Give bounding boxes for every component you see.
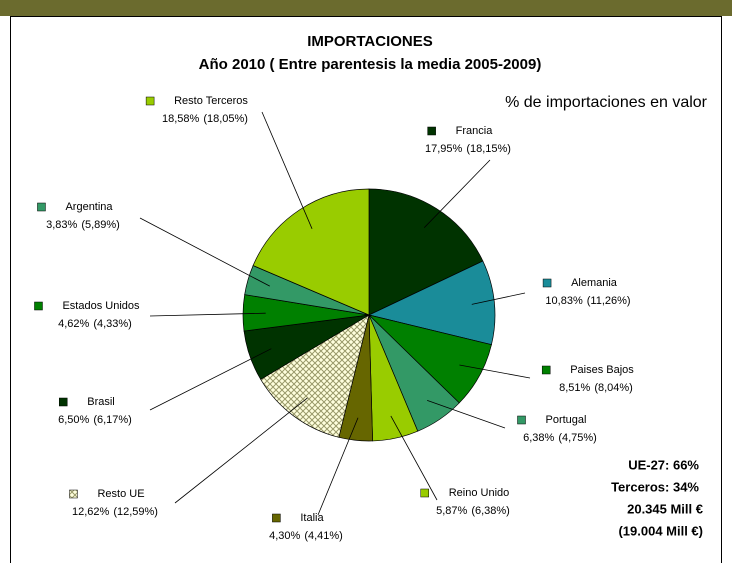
legend-label: Resto UE [97, 488, 144, 500]
annotation: UE-27: 66% [628, 457, 699, 472]
legend-swatch [69, 489, 78, 499]
top-band [0, 0, 732, 16]
value-label: 6,38% [523, 432, 554, 444]
average-label: (18,15%) [466, 143, 511, 155]
value-label: 4,62% [58, 318, 89, 330]
value-label: 4,30% [269, 530, 300, 542]
legend-label: Alemania [571, 277, 618, 289]
average-label: (8,04%) [594, 382, 633, 394]
legend-label: Francia [456, 125, 494, 137]
legend-swatch [517, 415, 526, 425]
leader-line [139, 217, 270, 287]
annotation: % de importaciones en valor [505, 94, 708, 111]
average-label: (4,41%) [304, 530, 343, 542]
average-label: (6,38%) [471, 505, 510, 517]
legend-label: Brasil [87, 396, 115, 408]
value-label: 12,62% [72, 506, 110, 518]
legend-swatch [37, 202, 46, 212]
legend-swatch [272, 513, 281, 523]
chart-title: IMPORTACIONES [307, 33, 433, 50]
leader-line [459, 364, 531, 379]
legend-swatch [34, 301, 43, 311]
average-label: (4,75%) [558, 432, 597, 444]
legend-label: Italia [300, 512, 324, 524]
leader-line [261, 111, 313, 229]
value-label: 18,58% [162, 113, 200, 125]
legend-swatch [542, 278, 552, 288]
value-label: 6,38% (4,75%) [523, 432, 597, 444]
average-label: (12,59%) [113, 506, 158, 518]
value-label: 6,50% (6,17%) [58, 414, 132, 426]
value-label: 18,58% (18,05%) [162, 113, 248, 125]
value-label: 10,83% (11,26%) [545, 295, 630, 307]
value-label: 8,51% (8,04%) [559, 382, 633, 394]
average-label: (4,33%) [93, 318, 132, 330]
value-label: 4,62% (4,33%) [58, 318, 132, 330]
legend-label: Estados Unidos [62, 300, 140, 312]
value-label: 8,51% [559, 382, 590, 394]
leader-line [317, 417, 359, 516]
legend-swatch [58, 397, 68, 407]
legend-label: Argentina [65, 201, 113, 213]
legend-swatch [420, 488, 429, 498]
leader-line [471, 292, 526, 305]
legend-label: Paises Bajos [570, 364, 634, 376]
legend-swatch [145, 96, 155, 106]
leader-line [423, 159, 491, 228]
annotation: 20.345 Mill € [627, 501, 703, 516]
value-label: 17,95% [425, 143, 463, 155]
value-label: 12,62% (12,59%) [72, 506, 158, 518]
value-label: 5,87% [436, 505, 467, 517]
leader-line [149, 312, 266, 317]
legend-label: Reino Unido [449, 487, 510, 499]
legend-label: Portugal [546, 414, 587, 426]
chart-subtitle: Año 2010 ( Entre parentesis la media 200… [199, 56, 542, 73]
value-label: 3,83% (5,89%) [46, 219, 120, 231]
leader-line [390, 415, 438, 501]
average-label: (11,26%) [587, 295, 631, 307]
value-label: 4,30% (4,41%) [269, 530, 343, 542]
value-label: 6,50% [58, 414, 89, 426]
average-label: (18,05%) [203, 113, 248, 125]
annotation: Terceros: 34% [611, 479, 699, 494]
leader-line [149, 348, 272, 411]
legend-label: Resto Terceros [174, 95, 248, 107]
leader-line [427, 400, 506, 429]
leader-line [174, 397, 308, 504]
pie-slice [260, 314, 370, 438]
legend-swatch [541, 365, 551, 375]
value-label: 10,83% [545, 295, 583, 307]
pie-slice [367, 260, 496, 346]
annotation: (19.004 Mill €) [618, 523, 703, 538]
average-label: (5,89%) [81, 219, 120, 231]
value-label: 5,87% (6,38%) [436, 505, 510, 517]
pie-slice [252, 188, 370, 316]
average-label: (6,17%) [93, 414, 132, 426]
value-label: 3,83% [46, 219, 77, 231]
pie-slice [368, 188, 484, 316]
legend-swatch [427, 126, 436, 136]
value-label: 17,95% (18,15%) [425, 143, 511, 155]
